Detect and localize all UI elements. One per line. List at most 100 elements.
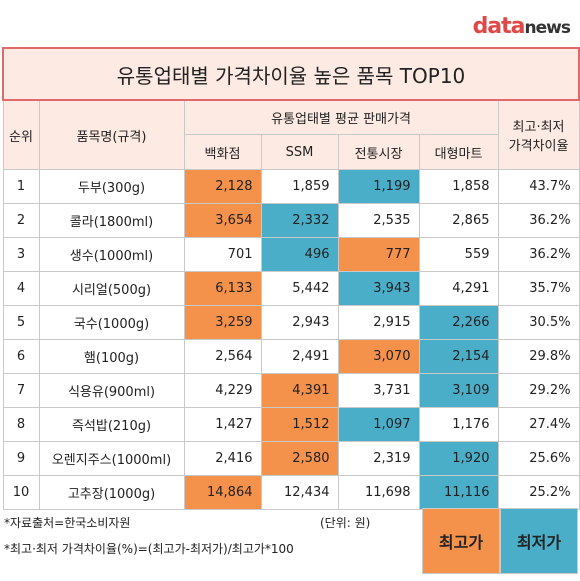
table-body: 유통업태별 가격차이율 높은 품목 TOP10 순위 품목명(규격) 유통업태별… <box>1 47 580 510</box>
value-cell: 2,564 <box>183 339 262 374</box>
value-cell: 2,943 <box>260 305 339 340</box>
value-cell: 1,920 <box>418 441 499 476</box>
header-cell: 유통업태별 평균 판매가격 <box>183 99 499 135</box>
header-row: 백화점 SSM 전통시장 대형마트 <box>3 134 579 170</box>
value-cell: 4,291 <box>418 271 499 306</box>
note: *자료출처=한국소비자원 <box>4 516 131 530</box>
label-cell: 고추장(1000g) <box>38 475 185 510</box>
value-cell: 2,865 <box>418 203 499 238</box>
label-cell: 햄(100g) <box>38 339 185 374</box>
value-cell: 2,319 <box>337 441 420 476</box>
header-cell: 백화점 <box>183 134 262 170</box>
note: *최고·최저 가격차이율(%)=(최고가-최저가)/최고가*100 <box>4 542 294 556</box>
value-cell: 2,491 <box>260 339 339 374</box>
header-line: 가격차이율 <box>508 139 569 154</box>
value-cell: 701 <box>183 237 262 272</box>
value-cell: 14,864 <box>183 475 262 510</box>
value-cell: 2,535 <box>337 203 420 238</box>
value-cell: 1,858 <box>418 169 499 204</box>
label-cell: 콜라(1800ml) <box>38 203 185 238</box>
value-cell: 2,915 <box>337 305 420 340</box>
value-cell: 36.2% <box>497 203 580 238</box>
value-cell: 777 <box>337 237 420 272</box>
value-cell: 4,391 <box>260 373 339 408</box>
header-cell: 순위 <box>2 99 40 170</box>
value-cell: 4,229 <box>183 373 262 408</box>
value-cell: 2,416 <box>183 441 262 476</box>
data-row: 10 고추장(1000g) 14,864 12,434 11,698 11,116 25.2… <box>2 475 580 510</box>
header-cell: 대형마트 <box>418 134 499 170</box>
logo: datanews <box>472 14 571 39</box>
value-cell: 1,097 <box>337 407 420 442</box>
data-row: 2 콜라(1800ml) 3,654 2,332 2,535 2,865 36.2% <box>2 203 580 238</box>
footer: *자료출처=한국소비자원 (단위: 원) *최고·최저 가격차이율(%)=(최고… <box>2 508 578 574</box>
value-cell: 2,332 <box>260 203 339 238</box>
title: 유통업태별 가격차이율 높은 품목 TOP10 <box>1 47 580 101</box>
value-cell: 496 <box>260 237 339 272</box>
value-cell: 11,116 <box>418 475 499 510</box>
label-cell: 오렌지주스(1000ml) <box>38 441 185 476</box>
value-cell: 6,133 <box>183 271 262 306</box>
header-cell: 품목명(규격) <box>38 99 185 170</box>
label-cell: 국수(1000g) <box>38 305 185 340</box>
data-row: 8 즉석밥(210g) 1,427 1,512 1,097 1,176 27.4% <box>2 407 580 442</box>
value-cell: 35.7% <box>497 271 580 306</box>
logo-part: data <box>472 14 526 39</box>
data-row: 3 생수(1000ml) 701 496 777 559 36.2% <box>2 237 580 272</box>
value-cell: 12,434 <box>260 475 339 510</box>
value-cell: 2,580 <box>260 441 339 476</box>
value-cell: 29.2% <box>497 373 580 408</box>
value-cell: 559 <box>418 237 499 272</box>
header-line: 최고·최저 <box>512 120 565 135</box>
label-cell: 6 <box>2 339 40 374</box>
label-cell: 즉석밥(210g) <box>38 407 185 442</box>
data-row: 4 시리얼(500g) 6,133 5,442 3,943 4,291 35.7% <box>2 271 580 306</box>
data-row: 6 햄(100g) 2,564 2,491 3,070 2,154 29.8% <box>2 339 580 374</box>
value-cell: 1,199 <box>337 169 420 204</box>
label-cell: 8 <box>2 407 40 442</box>
label-cell: 10 <box>2 475 40 510</box>
value-cell: 25.6% <box>497 441 580 476</box>
value-cell: 2,154 <box>418 339 499 374</box>
label-cell: 7 <box>2 373 40 408</box>
value-cell: 5,442 <box>260 271 339 306</box>
value-cell: 11,698 <box>337 475 420 510</box>
header-cell: SSM <box>260 134 339 170</box>
value-cell: 2,128 <box>183 169 262 204</box>
value-cell: 1,427 <box>183 407 262 442</box>
value-cell: 30.5% <box>497 305 580 340</box>
label-cell: 시리얼(500g) <box>38 271 185 306</box>
logo-part: news <box>524 18 571 38</box>
value-cell: 36.2% <box>497 237 580 272</box>
value-cell: 3,070 <box>337 339 420 374</box>
value-cell: 1,176 <box>418 407 499 442</box>
value-cell: 1,512 <box>260 407 339 442</box>
data-row: 1 두부(300g) 2,128 1,859 1,199 1,858 43.7% <box>2 169 580 204</box>
value-cell: 3,259 <box>183 305 262 340</box>
legend-high: 최고가 <box>422 508 500 574</box>
value-cell: 43.7% <box>497 169 580 204</box>
value-cell: 25.2% <box>497 475 580 510</box>
value-cell: 3,654 <box>183 203 262 238</box>
value-cell: 3,943 <box>337 271 420 306</box>
value-cell: 3,109 <box>418 373 499 408</box>
value-cell: 2,266 <box>418 305 499 340</box>
value-cell: 29.8% <box>497 339 580 374</box>
label-cell: 3 <box>2 237 40 272</box>
label-cell: 4 <box>2 271 40 306</box>
note: (단위: 원) <box>320 516 371 530</box>
label-cell: 1 <box>2 169 40 204</box>
label-cell: 식용유(900ml) <box>38 373 185 408</box>
label-cell: 5 <box>2 305 40 340</box>
label-cell: 두부(300g) <box>38 169 185 204</box>
title-row: 유통업태별 가격차이율 높은 품목 TOP10 <box>1 47 580 101</box>
price-table: 유통업태별 가격차이율 높은 품목 TOP10 순위 품목명(규격) 유통업태별… <box>1 47 580 510</box>
header-cell: 전통시장 <box>337 134 420 170</box>
data-row: 7 식용유(900ml) 4,229 4,391 3,731 3,109 29.2% <box>2 373 580 408</box>
legend-low: 최저가 <box>500 508 578 574</box>
label-cell: 9 <box>2 441 40 476</box>
label-cell: 2 <box>2 203 40 238</box>
